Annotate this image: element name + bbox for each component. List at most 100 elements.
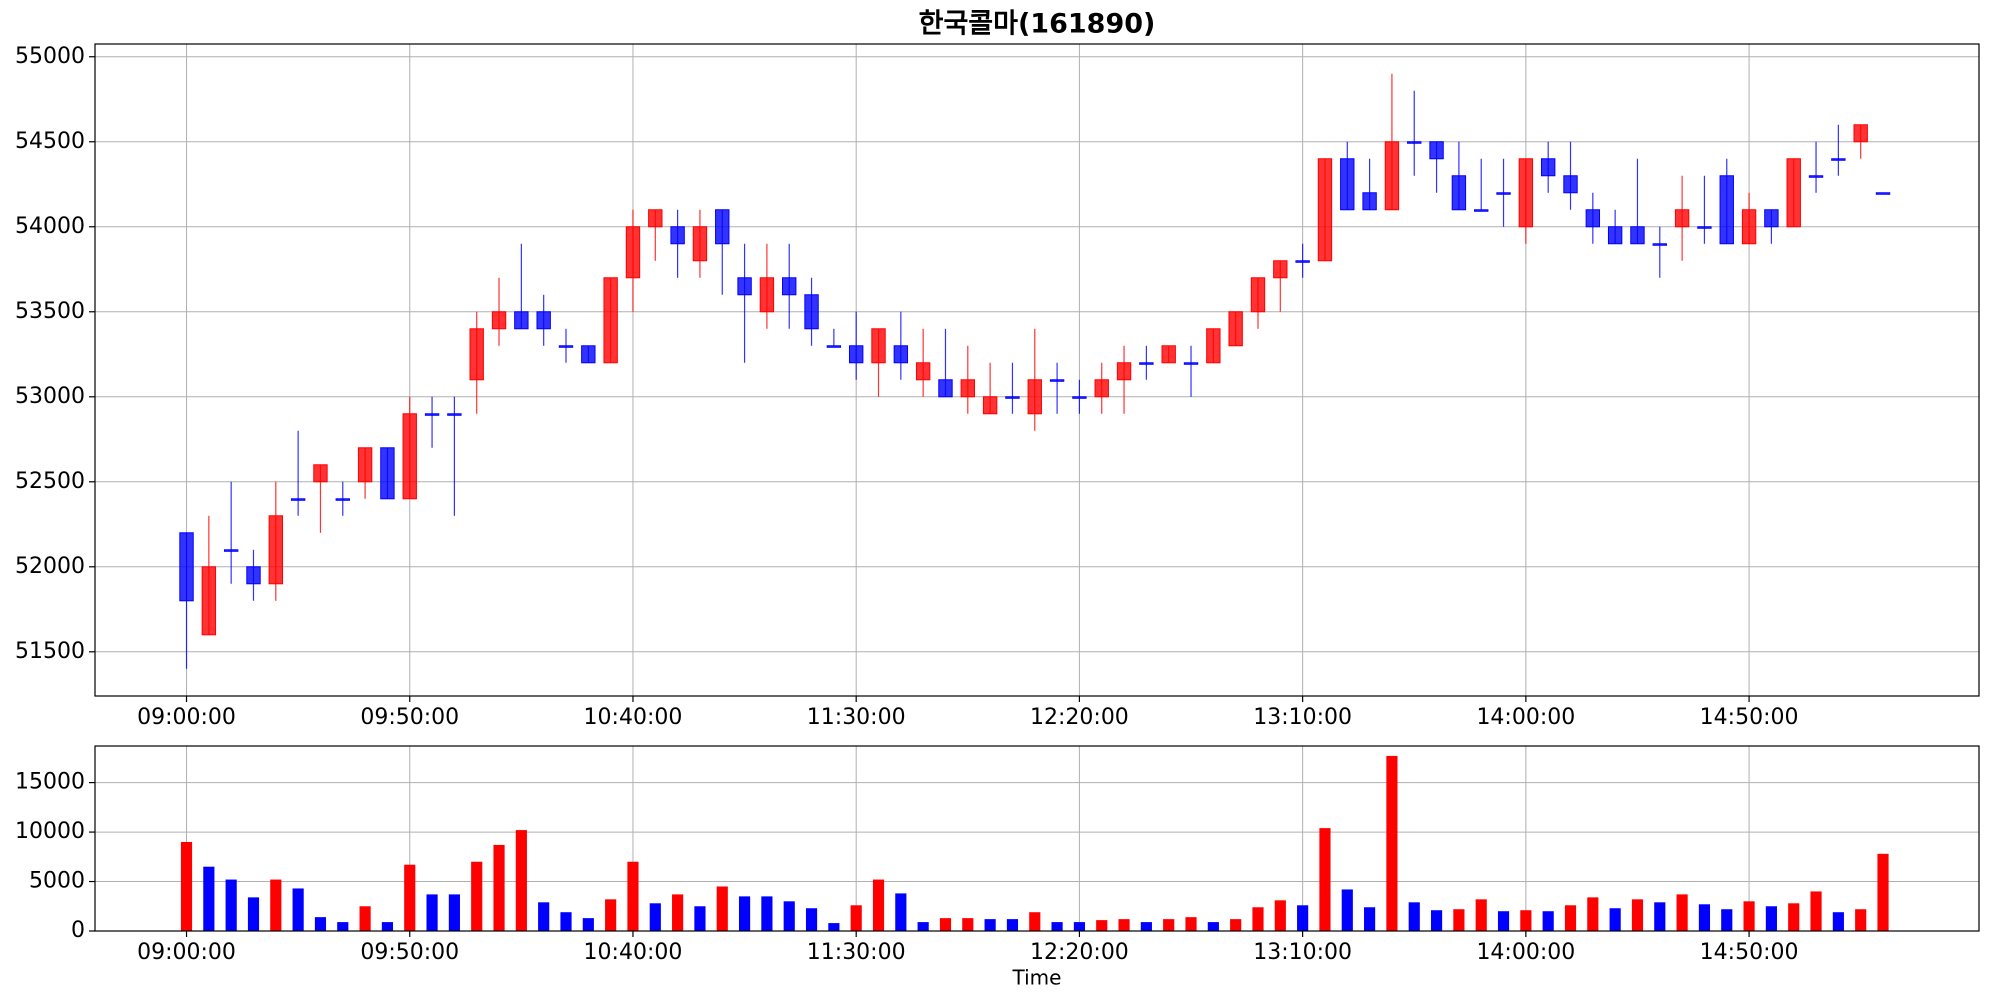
candle-body	[514, 311, 529, 330]
candle-body	[313, 464, 328, 483]
x-tick-label: 13:10:00	[1253, 705, 1352, 730]
candle-body	[1831, 158, 1846, 161]
candle-body	[1719, 175, 1734, 245]
candle-body	[1652, 243, 1667, 246]
volume-bar	[672, 894, 684, 931]
volume-bar	[1676, 894, 1688, 931]
volume-bar	[1408, 902, 1420, 931]
volume-bar	[1654, 902, 1666, 931]
candle-body	[1429, 141, 1444, 160]
volume-bar	[1788, 903, 1800, 931]
candle-body	[1563, 175, 1578, 194]
volume-bar	[560, 912, 572, 931]
candle-body	[357, 447, 373, 483]
chart-title: 한국콜마(161890)	[919, 9, 1156, 40]
candle-body	[268, 515, 284, 585]
candle-body	[447, 413, 462, 416]
candle-body	[782, 277, 797, 296]
volume-bar	[1855, 909, 1867, 931]
y-tick-label: 54500	[15, 129, 85, 154]
candle-body	[290, 498, 306, 501]
y-tick-label: 51500	[15, 639, 85, 664]
volume-bar	[1230, 919, 1242, 931]
volume-bar	[1207, 922, 1219, 931]
volume-bar	[1386, 755, 1398, 931]
volume-bar	[471, 861, 483, 931]
volume-bar	[270, 879, 282, 931]
y-tick-label: 54000	[15, 214, 85, 239]
volume-bar	[1475, 899, 1487, 931]
candle-body	[1384, 141, 1400, 211]
volume-bar	[1096, 920, 1108, 931]
candle-body	[1027, 379, 1042, 415]
candle-body	[737, 277, 752, 296]
candle-body	[1116, 362, 1132, 381]
volume-bar	[1453, 909, 1465, 931]
x-tick-label: 14:00:00	[1476, 940, 1575, 965]
x-tick-label: 10:40:00	[584, 705, 683, 730]
candle-body	[603, 277, 618, 364]
volume-bar	[694, 906, 706, 931]
volume-bar	[292, 888, 304, 931]
candle-body	[1161, 345, 1176, 364]
volume-bar	[1542, 911, 1554, 931]
candle-body	[402, 413, 417, 500]
volume-bar	[962, 918, 974, 931]
y-tick-label: 5000	[29, 869, 85, 894]
candle-body	[179, 532, 194, 602]
candle-body	[335, 498, 350, 501]
candle-body	[223, 549, 239, 552]
y-tick-label: 53000	[15, 384, 85, 409]
y-tick-label: 0	[71, 918, 85, 943]
candle-body	[1340, 158, 1355, 211]
candle-body	[1295, 260, 1310, 263]
candle-body	[1317, 158, 1333, 262]
candle-body	[915, 362, 931, 381]
candle-body	[1540, 158, 1556, 177]
volume-bar	[1319, 828, 1331, 931]
candle-body	[670, 226, 685, 245]
candle-body	[1585, 209, 1601, 228]
volume-bar	[1051, 922, 1063, 931]
candle-body	[1094, 379, 1109, 398]
candle-body	[558, 345, 574, 348]
candle-body	[871, 328, 886, 364]
candle-body	[1674, 209, 1690, 228]
x-tick-label: 14:50:00	[1700, 940, 1799, 965]
volume-bar	[538, 902, 550, 931]
volume-bar	[1006, 919, 1019, 931]
candle-body	[581, 345, 596, 364]
y-tick-label: 52000	[15, 554, 85, 579]
candle-body	[804, 294, 819, 330]
volume-bar	[1252, 907, 1264, 931]
candle-body	[201, 566, 217, 636]
volume-bar	[1297, 905, 1309, 931]
volume-bar	[738, 896, 751, 931]
x-tick-label: 11:30:00	[807, 705, 906, 730]
candle-body	[1407, 141, 1422, 144]
volume-bar	[426, 894, 438, 931]
candle-body	[893, 345, 909, 364]
y-tick-label: 10000	[15, 819, 85, 844]
candle-body	[1005, 396, 1020, 399]
volume-bar	[247, 897, 260, 931]
volume-bar	[337, 922, 349, 931]
volume-bar	[1029, 912, 1041, 931]
candle-body	[1607, 226, 1623, 245]
candle-body	[1072, 396, 1087, 399]
y-tick-label: 55000	[15, 44, 85, 69]
candle-body	[648, 209, 663, 228]
volume-bar	[1364, 907, 1376, 931]
candle-body	[960, 379, 975, 398]
candle-body	[380, 447, 395, 500]
candle-body	[1183, 362, 1199, 365]
candle-body	[826, 345, 842, 348]
volume-bar	[872, 879, 885, 931]
volume-bar	[493, 844, 505, 931]
x-tick-label: 14:50:00	[1700, 705, 1799, 730]
volume-bar	[649, 903, 661, 931]
volume-bar	[203, 866, 215, 931]
candle-body	[1362, 192, 1377, 211]
